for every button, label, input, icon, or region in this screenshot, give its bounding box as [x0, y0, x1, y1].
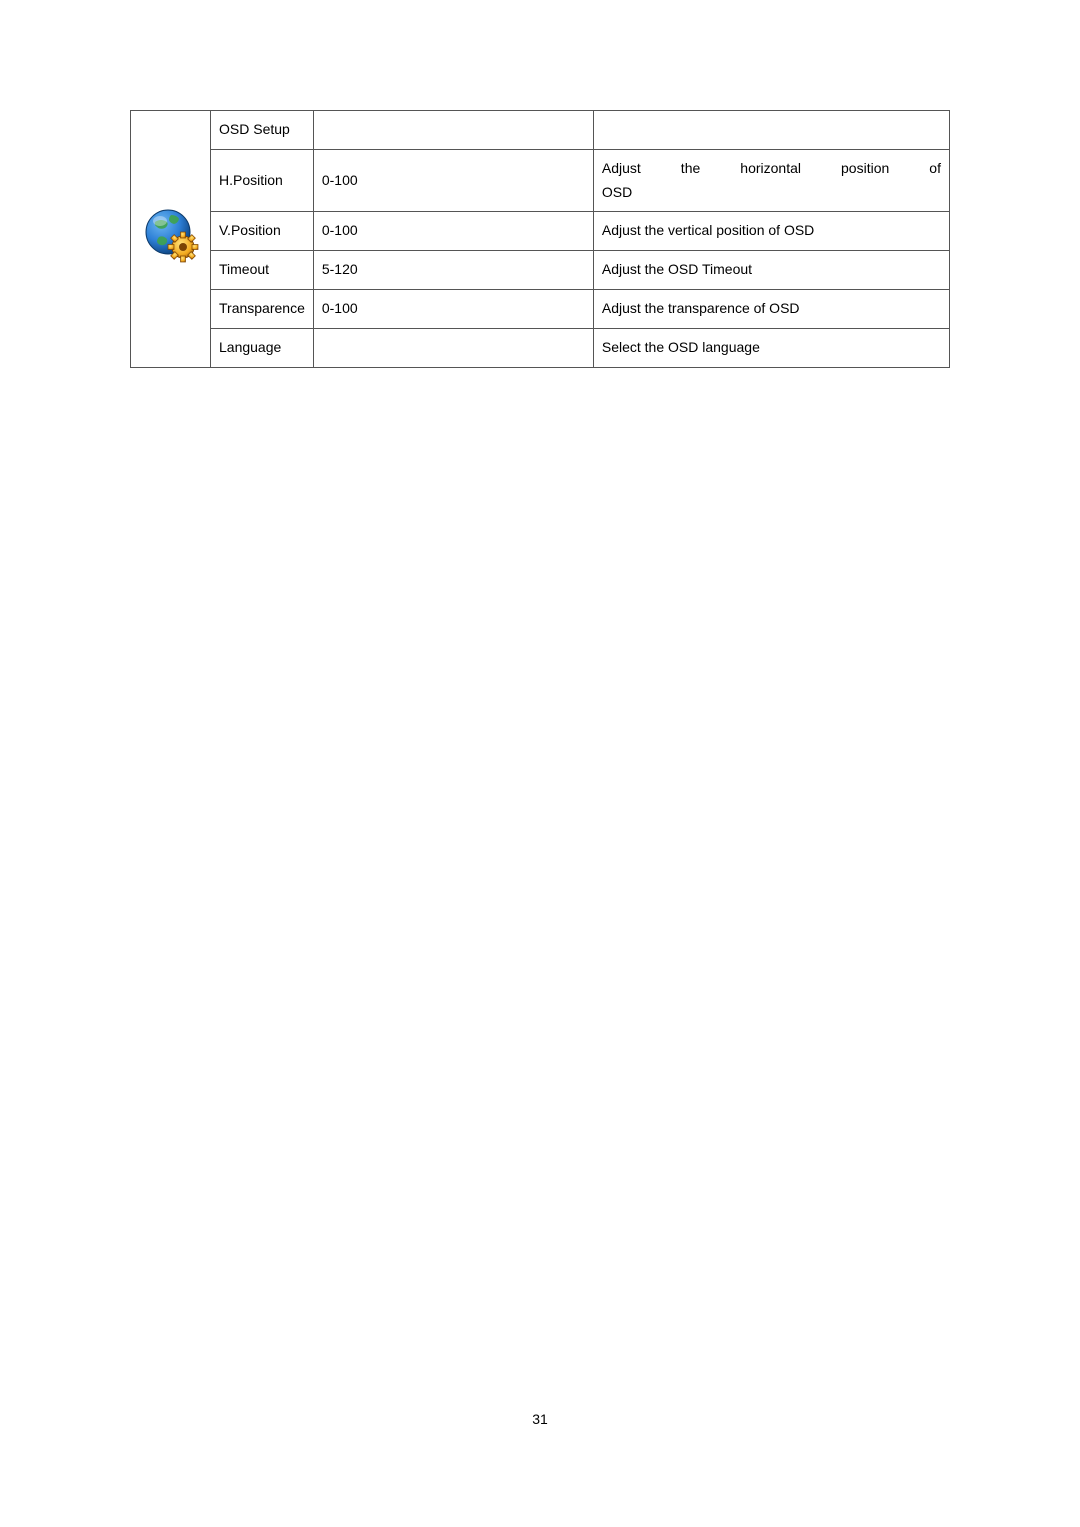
setting-range: 0-100 [313, 289, 593, 328]
setting-range: 0-100 [313, 212, 593, 251]
setting-desc: Adjust the transparence of OSD [593, 289, 949, 328]
setting-name: Language [211, 328, 314, 367]
setting-range: 5-120 [313, 251, 593, 290]
table-row: Language Select the OSD language [131, 328, 950, 367]
table-row: V.Position 0-100 Adjust the vertical pos… [131, 212, 950, 251]
setting-name: Transparence [211, 289, 314, 328]
page-number: 31 [0, 1411, 1080, 1427]
setting-range: 0-100 [313, 149, 593, 212]
setting-desc: Adjust the horizontal position ofOSD [593, 149, 949, 212]
table-row: Transparence 0-100 Adjust the transparen… [131, 289, 950, 328]
page-content: OSD Setup H.Position 0-100 Adjust the ho… [0, 0, 1080, 368]
setting-name: V.Position [211, 212, 314, 251]
setting-desc: Select the OSD language [593, 328, 949, 367]
globe-settings-icon [143, 207, 199, 263]
setting-range [313, 111, 593, 150]
table-row: H.Position 0-100 Adjust the horizontal p… [131, 149, 950, 212]
osd-setup-table: OSD Setup H.Position 0-100 Adjust the ho… [130, 110, 950, 368]
setting-desc: Adjust the vertical position of OSD [593, 212, 949, 251]
setting-name: OSD Setup [211, 111, 314, 150]
setting-range [313, 328, 593, 367]
setting-desc [593, 111, 949, 150]
setting-name: Timeout [211, 251, 314, 290]
icon-cell [131, 111, 211, 368]
table-row: Timeout 5-120 Adjust the OSD Timeout [131, 251, 950, 290]
setting-desc: Adjust the OSD Timeout [593, 251, 949, 290]
table-row: OSD Setup [131, 111, 950, 150]
setting-name: H.Position [211, 149, 314, 212]
